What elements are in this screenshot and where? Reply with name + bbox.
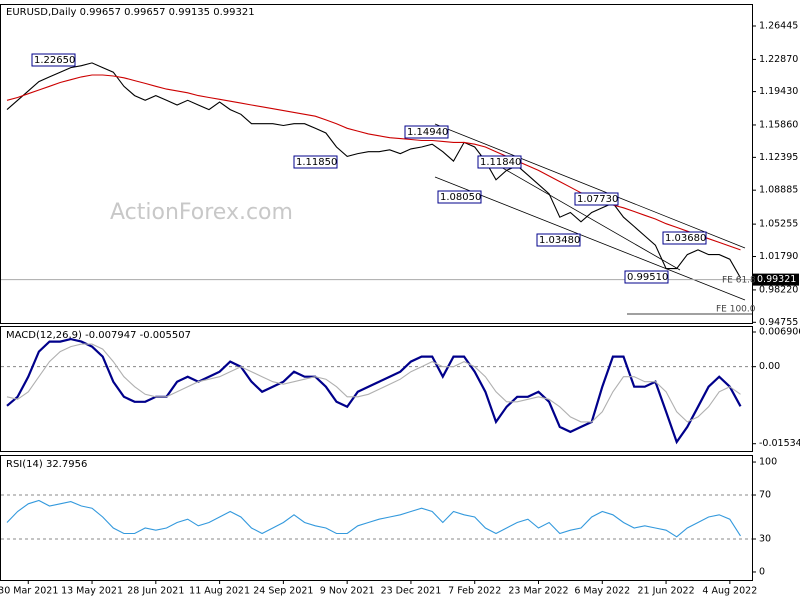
macd-title: MACD(12,26,9) -0.007947 -0.005507: [6, 330, 191, 341]
annotation: 1.22650: [34, 55, 75, 66]
y-tick-label: 1.15860: [759, 119, 798, 130]
x-tick-label: 13 May 2021: [61, 586, 123, 597]
trend-line: [479, 154, 681, 271]
x-tick-label: 11 Aug 2021: [189, 586, 250, 597]
annotation-box: [477, 155, 522, 169]
y-tick-label: 0: [759, 566, 765, 577]
y-tick-label: 1.12395: [759, 152, 798, 163]
series-line: [6, 343, 741, 423]
y-tick-label: 70: [759, 490, 771, 501]
x-tick-label: 9 Nov 2021: [320, 586, 375, 597]
annotation: 1.08050: [440, 192, 481, 203]
annotation: 0.99510: [627, 272, 668, 283]
annotation: FE 61.8: [722, 276, 756, 286]
trend-line: [434, 123, 746, 249]
series-line: [6, 62, 741, 279]
macd-panel: [0, 326, 753, 452]
y-tick-label: 0.94755: [759, 317, 798, 328]
annotation: 1.11850: [296, 157, 337, 168]
y-tick-label: 0.00: [759, 361, 780, 372]
y-tick-label: -0.015348: [759, 438, 800, 449]
y-tick-label: 1.26445: [759, 20, 798, 31]
y-tick-label: 30: [759, 533, 771, 544]
y-tick-label: 1.22870: [759, 54, 798, 65]
x-tick-label: 30 Mar 2021: [0, 586, 58, 597]
x-tick-label: 4 Aug 2022: [702, 586, 757, 597]
x-tick-label: 24 Sep 2021: [253, 586, 313, 597]
price-title: EURUSD,Daily 0.99657 0.99657 0.99135 0.9…: [6, 7, 255, 18]
x-tick-label: 23 Mar 2022: [508, 586, 568, 597]
annotation-box: [293, 155, 338, 169]
y-tick-label: 0.006906: [759, 326, 800, 337]
y-tick-label: 1.01790: [759, 251, 798, 262]
series-line: [6, 74, 741, 251]
series-line: [6, 337, 742, 445]
rsi-panel: [0, 455, 753, 581]
last-price-label: 0.99321: [757, 274, 796, 285]
y-tick-label: 0.98220: [759, 284, 798, 295]
x-tick-label: 6 May 2022: [574, 586, 630, 597]
annotation: 1.14940: [407, 127, 448, 138]
x-tick-label: 23 Dec 2021: [381, 586, 442, 597]
y-tick-label: 1.08885: [759, 185, 798, 196]
annotation: 1.07730: [577, 194, 618, 205]
rsi-title: RSI(14) 32.7956: [6, 459, 87, 470]
annotation: 1.03480: [539, 235, 580, 246]
x-tick-label: 7 Feb 2022: [448, 586, 501, 597]
y-tick-label: 100: [759, 457, 777, 468]
last-price-box: [753, 273, 799, 286]
annotation-box: [437, 190, 482, 204]
x-tick-label: 21 Jun 2022: [637, 586, 694, 597]
annotation: 1.11840: [480, 157, 521, 168]
x-tick-label: 28 Jun 2021: [127, 586, 184, 597]
annotation-box: [31, 53, 76, 67]
annotation-box: [574, 192, 619, 206]
price-panel: [0, 4, 753, 324]
series-line: [6, 499, 741, 538]
watermark: ActionForex.com: [110, 200, 293, 225]
annotation: 1.03680: [665, 233, 706, 244]
annotation-box: [536, 233, 581, 247]
annotation-box: [404, 125, 449, 139]
annotation-box: [662, 231, 707, 245]
y-tick-label: 1.19430: [759, 86, 798, 97]
annotation-box: [624, 270, 669, 284]
annotation: FE 100.0: [716, 305, 756, 315]
y-tick-label: 1.05255: [759, 219, 798, 230]
